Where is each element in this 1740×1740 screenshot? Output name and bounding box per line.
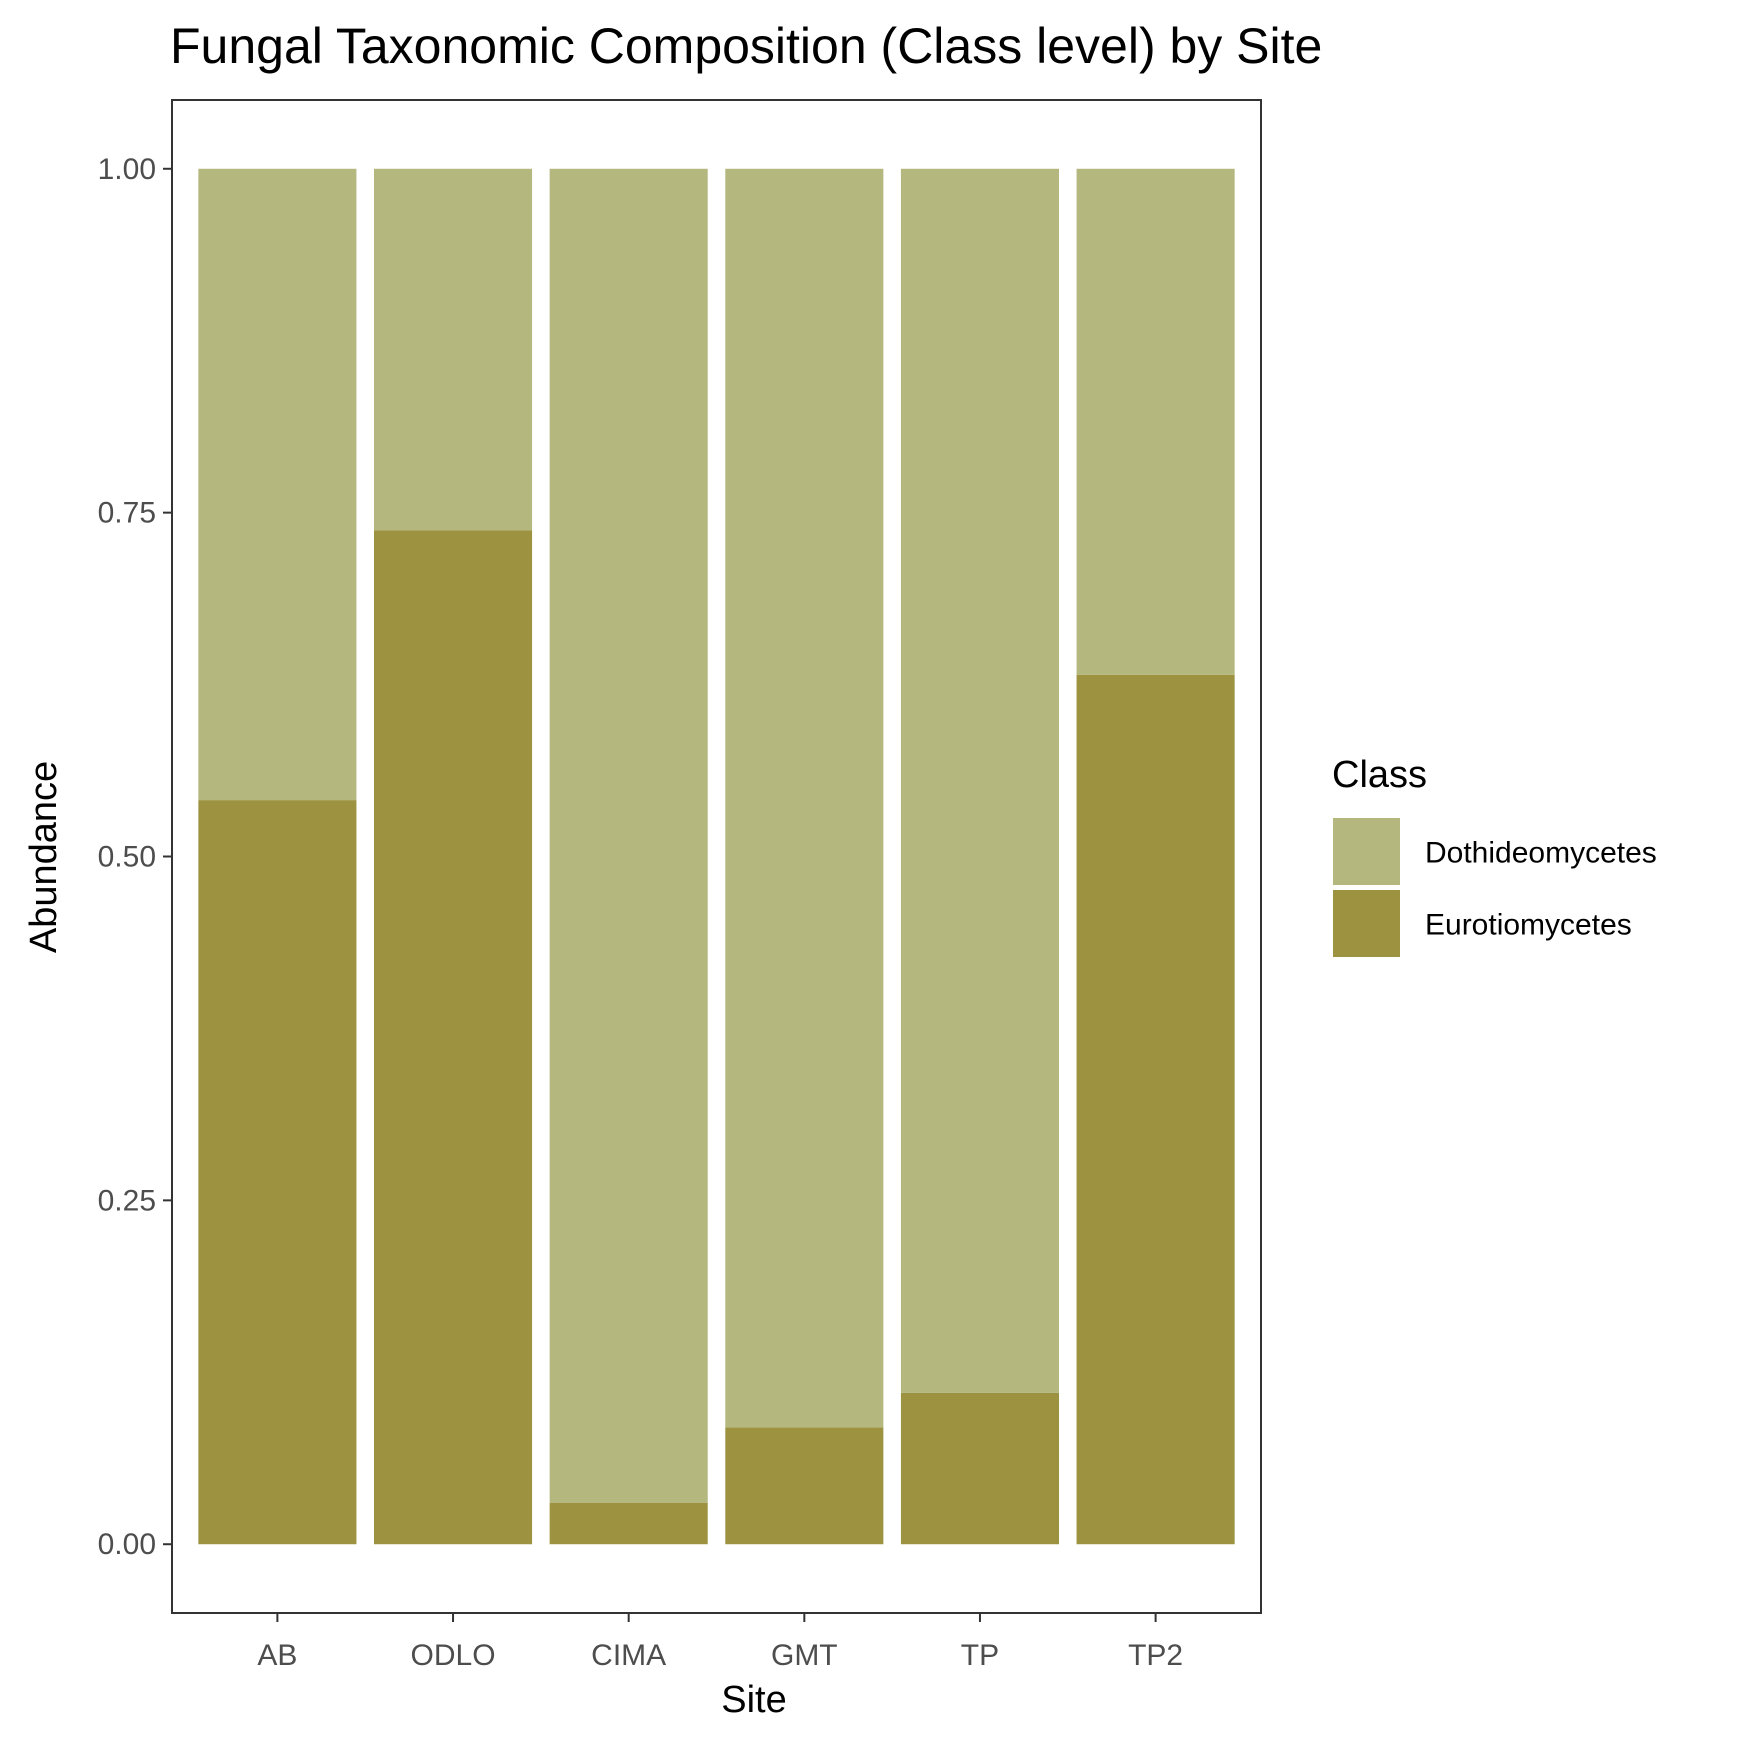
legend-label-eurotiomycetes: Eurotiomycetes xyxy=(1425,909,1632,942)
bar-tp2-dothideomycetes xyxy=(1076,168,1235,675)
chart-title: Fungal Taxonomic Composition (Class leve… xyxy=(170,18,1322,74)
bar-odlo-dothideomycetes xyxy=(373,168,533,531)
legend-label-dothideomycetes: Dothideomycetes xyxy=(1425,837,1657,870)
bar-tp-eurotiomycetes xyxy=(900,1392,1060,1545)
bar-odlo-eurotiomycetes xyxy=(373,530,533,1545)
bar-cima-dothideomycetes xyxy=(549,168,708,1503)
x-tick-label: TP xyxy=(961,1639,999,1672)
bars-layer xyxy=(198,168,1235,1545)
y-tick-label: 0.75 xyxy=(98,497,156,530)
bar-gmt-eurotiomycetes xyxy=(725,1427,884,1545)
y-tick-label: 1.00 xyxy=(98,153,156,186)
bar-tp-dothideomycetes xyxy=(900,168,1060,1393)
bar-gmt-dothideomycetes xyxy=(725,168,884,1428)
legend-swatch-dothideomycetes xyxy=(1333,818,1400,885)
x-tick-label: AB xyxy=(257,1639,297,1672)
bar-cima-eurotiomycetes xyxy=(549,1502,708,1545)
x-tick-label: ODLO xyxy=(411,1639,496,1672)
bar-ab-dothideomycetes xyxy=(198,168,357,801)
y-axis: 0.00 0.25 0.50 0.75 1.00 xyxy=(98,153,172,1561)
x-tick-label: TP2 xyxy=(1128,1639,1183,1672)
legend-title: Class xyxy=(1332,754,1427,796)
y-tick-label: 0.00 xyxy=(98,1528,156,1561)
x-axis: AB ODLO CIMA GMT TP TP2 xyxy=(257,1613,1183,1672)
legend: Class Dothideomycetes Eurotiomycetes xyxy=(1332,754,1657,957)
x-tick-label: GMT xyxy=(771,1639,838,1672)
legend-swatch-eurotiomycetes xyxy=(1333,890,1400,957)
bar-tp2-eurotiomycetes xyxy=(1076,674,1235,1545)
bar-ab-eurotiomycetes xyxy=(198,800,357,1545)
x-axis-title: Site xyxy=(721,1679,786,1721)
y-axis-title: Abundance xyxy=(23,761,65,953)
y-tick-label: 0.25 xyxy=(98,1184,156,1217)
x-tick-label: CIMA xyxy=(591,1639,666,1672)
y-tick-label: 0.50 xyxy=(98,841,156,874)
